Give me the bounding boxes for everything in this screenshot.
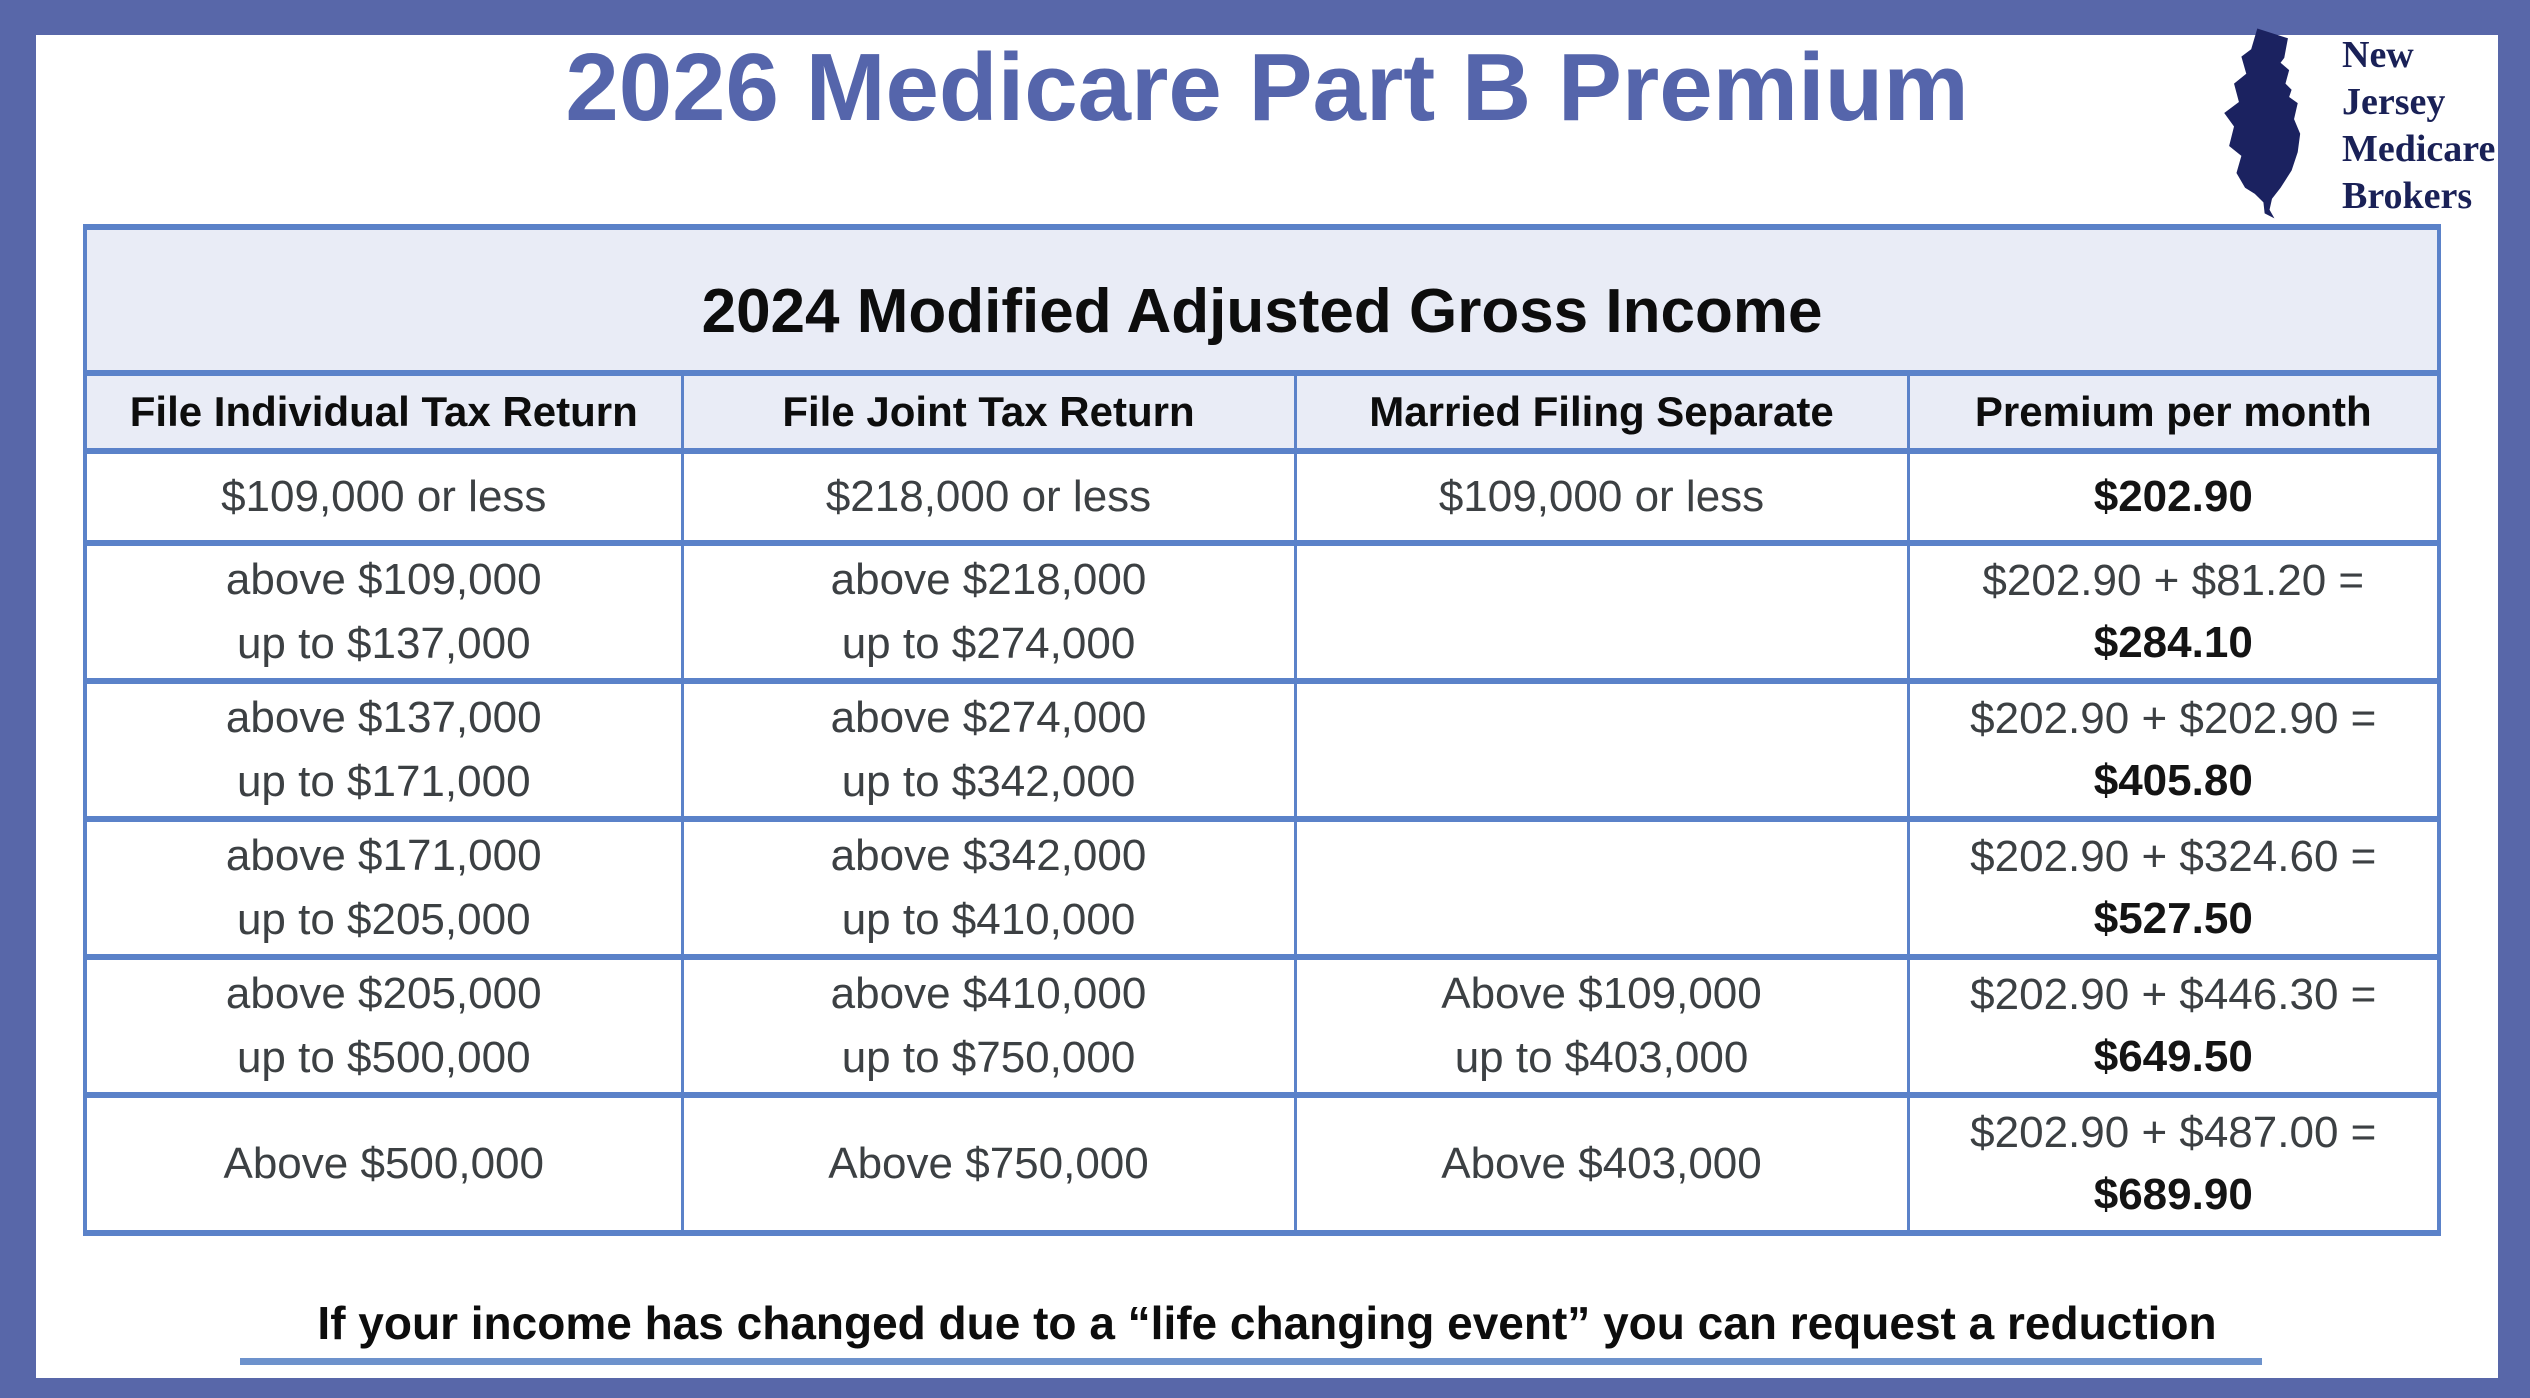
table-row: Above $500,000 Above $750,000 Above $403…: [83, 1092, 2441, 1236]
cell-separate: [1293, 678, 1910, 822]
col-header-premium: Premium per month: [1906, 370, 2441, 454]
table-row: above $109,000 up to $137,000 above $218,…: [83, 540, 2441, 684]
table-band-header: 2024 Modified Adjusted Gross Income: [83, 224, 2441, 376]
footer-underline: [240, 1358, 2262, 1365]
cell-premium: $202.90 + $446.30 = $649.50: [1906, 954, 2441, 1098]
frame-left: [0, 0, 36, 1398]
table-row: above $171,000 up to $205,000 above $342,…: [83, 816, 2441, 960]
footer-note: If your income has changed due to a “lif…: [317, 1297, 2217, 1349]
cell-joint: above $410,000 up to $750,000: [680, 954, 1297, 1098]
cell-individual: Above $500,000: [83, 1092, 684, 1236]
table-row: $109,000 or less $218,000 or less $109,0…: [83, 448, 2441, 546]
new-jersey-state-icon: [2224, 28, 2301, 219]
cell-premium: $202.90 + $487.00 = $689.90: [1906, 1092, 2441, 1236]
cell-joint: above $218,000 up to $274,000: [680, 540, 1297, 684]
brand-line-4: Brokers: [2342, 175, 2473, 217]
cell-joint: above $342,000 up to $410,000: [680, 816, 1297, 960]
frame-top: [0, 0, 2530, 35]
cell-individual: above $109,000 up to $137,000: [83, 540, 684, 684]
cell-individual: above $171,000 up to $205,000: [83, 816, 684, 960]
cell-premium: $202.90: [1906, 448, 2441, 546]
cell-separate: Above $109,000 up to $403,000: [1293, 954, 1910, 1098]
cell-separate: [1293, 816, 1910, 960]
cell-joint: above $274,000 up to $342,000: [680, 678, 1297, 822]
brand-name: New Jersey Medicare Brokers: [2342, 32, 2495, 220]
table-row: above $137,000 up to $171,000 above $274,…: [83, 678, 2441, 822]
table-row: above $205,000 up to $500,000 above $410,…: [83, 954, 2441, 1098]
col-header-joint: File Joint Tax Return: [680, 370, 1297, 454]
col-header-individual: File Individual Tax Return: [83, 370, 684, 454]
frame-bottom: [0, 1378, 2530, 1398]
cell-separate: $109,000 or less: [1293, 448, 1910, 546]
cell-joint: Above $750,000: [680, 1092, 1297, 1236]
column-header-row: File Individual Tax Return File Joint Ta…: [83, 370, 2441, 454]
cell-individual: $109,000 or less: [83, 448, 684, 546]
brand-logo: New Jersey Medicare Brokers: [2200, 24, 2500, 224]
page-title: 2026 Medicare Part B Premium: [565, 34, 1969, 141]
cell-premium: $202.90 + $202.90 = $405.80: [1906, 678, 2441, 822]
cell-separate: Above $403,000: [1293, 1092, 1910, 1236]
cell-premium: $202.90 + $81.20 = $284.10: [1906, 540, 2441, 684]
cell-individual: above $205,000 up to $500,000: [83, 954, 684, 1098]
cell-separate: [1293, 540, 1910, 684]
frame-right: [2498, 0, 2530, 1398]
cell-premium: $202.90 + $324.60 = $527.50: [1906, 816, 2441, 960]
cell-individual: above $137,000 up to $171,000: [83, 678, 684, 822]
col-header-separate: Married Filing Separate: [1293, 370, 1910, 454]
brand-line-3: Medicare: [2342, 128, 2496, 170]
brand-line-1: New: [2342, 34, 2414, 76]
brand-line-2: Jersey: [2342, 81, 2446, 123]
cell-joint: $218,000 or less: [680, 448, 1297, 546]
magi-premium-table: 2024 Modified Adjusted Gross Income File…: [83, 224, 2442, 1236]
